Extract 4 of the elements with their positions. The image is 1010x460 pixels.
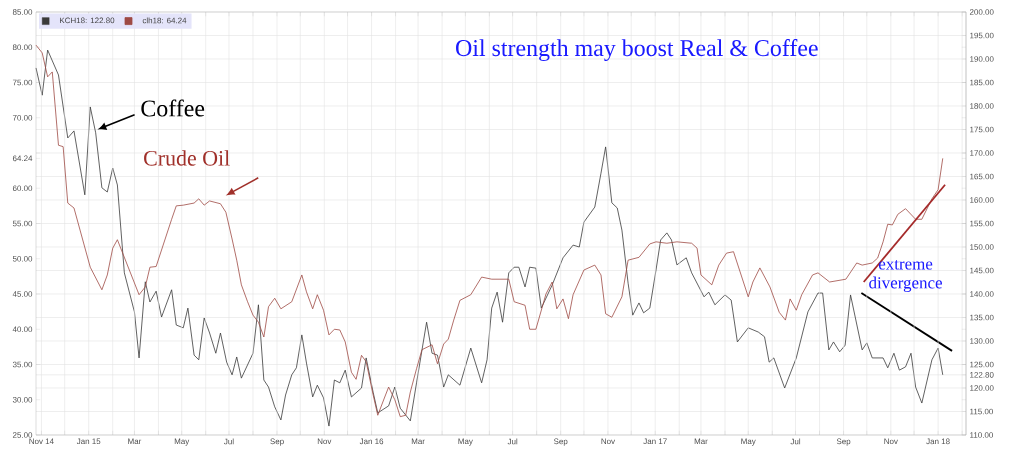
annotation: Coffee [141, 99, 205, 117]
text: Oil strength may boost Real & Coffee [456, 39, 818, 62]
annotation: extreme divergence [869, 259, 942, 293]
annotation: Crude Oil [144, 150, 230, 166]
